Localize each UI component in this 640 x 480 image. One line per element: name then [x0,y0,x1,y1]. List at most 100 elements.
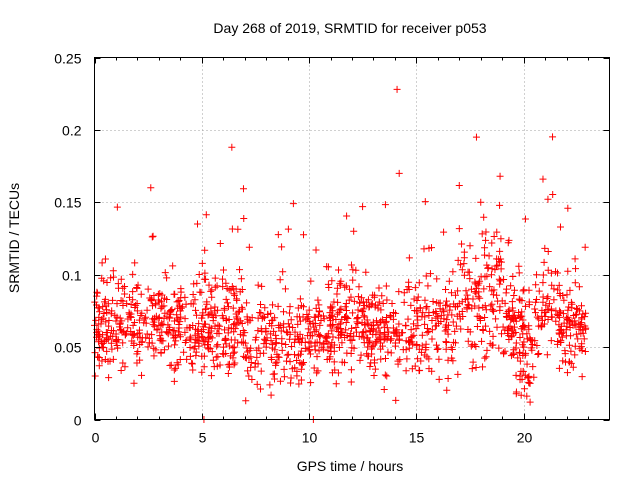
data-point [274,302,282,310]
data-point [341,313,349,321]
data-point [517,367,525,375]
data-point [412,307,420,315]
data-point [428,316,436,324]
data-point [214,353,222,361]
data-point [359,329,367,337]
data-point [201,269,209,277]
data-point [444,375,452,383]
data-point [199,323,207,331]
data-point [434,345,442,353]
data-point [496,306,504,314]
data-point [315,308,323,316]
data-point [575,325,583,333]
data-point [460,271,468,279]
data-point [419,309,427,317]
data-point [383,324,391,332]
data-point [94,304,102,312]
data-point [381,371,389,379]
data-point [473,323,481,331]
data-point [502,309,510,317]
data-point [200,363,208,371]
data-point [493,323,501,331]
data-point [112,337,120,345]
data-point [195,271,203,279]
data-point [257,301,265,309]
data-point [353,315,361,323]
data-point [347,261,355,269]
data-point [363,334,371,342]
data-point [348,324,356,332]
data-point [280,365,288,373]
data-point [195,337,203,345]
y-tick-label: 0.2 [62,123,82,139]
data-point [105,317,113,325]
data-point [203,298,211,306]
data-point [335,266,343,274]
data-point [349,276,357,284]
data-point [108,307,116,315]
data-point [567,347,575,355]
data-point [425,327,433,335]
data-point [248,314,256,322]
data-point [287,379,295,387]
data-point [225,316,233,324]
data-point [407,301,415,309]
data-point [115,323,123,331]
data-point [445,277,453,285]
data-point [522,302,530,310]
data-point [287,374,295,382]
data-point [452,322,460,330]
data-point [531,309,539,317]
data-point [112,317,120,325]
data-point [476,277,484,285]
data-point [201,336,209,344]
data-point [559,357,567,365]
data-point [360,328,368,336]
data-point [364,352,372,360]
x-tick-label: 10 [302,430,318,446]
data-point [214,321,222,329]
data-point [150,352,158,360]
y-tick-label: 0 [74,413,82,429]
data-point [495,275,503,283]
data-point [395,288,403,296]
data-point [268,356,276,364]
data-point [198,259,206,267]
data-point [289,200,297,208]
data-point [247,359,255,367]
data-point [464,295,472,303]
data-point [155,313,163,321]
data-point [402,346,410,354]
data-point [440,228,448,236]
data-point [454,370,462,378]
data-point [98,316,106,324]
data-point [186,333,194,341]
data-point [575,307,583,315]
x-tick-label: 20 [517,430,533,446]
data-point [266,381,274,389]
data-point [182,336,190,344]
data-point [436,305,444,313]
data-point [550,296,558,304]
data-point [243,313,251,321]
data-point [186,352,194,360]
data-point [198,314,206,322]
data-point [222,279,230,287]
data-point [519,316,527,324]
data-point [144,343,152,351]
data-point [341,359,349,367]
data-point [449,318,457,326]
data-point [244,348,252,356]
data-point [253,346,261,354]
data-point [541,320,549,328]
data-point [371,365,379,373]
data-point [504,326,512,334]
data-point [380,336,388,344]
data-point [228,283,236,291]
data-point [537,321,545,329]
data-point [133,350,141,358]
data-point [526,334,534,342]
data-point [175,320,183,328]
data-point [415,279,423,287]
data-point [171,290,179,298]
